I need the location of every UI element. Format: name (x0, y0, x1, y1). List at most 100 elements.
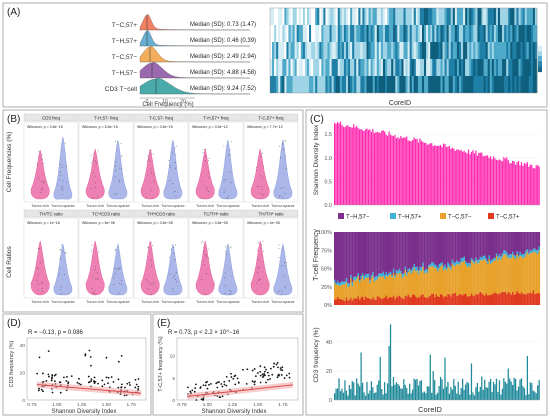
violin-panel-title: T-H,57- freq (94, 116, 119, 121)
heatmap-cell (292, 76, 295, 93)
heatmap-cell (354, 25, 357, 42)
heatmap-cell (450, 59, 454, 76)
violin-point (60, 286, 62, 288)
stacked-bar-segment (348, 232, 351, 284)
stacked-bar-segment (535, 293, 538, 305)
shannon-bar (429, 143, 431, 205)
stacked-bar-segment (404, 270, 407, 296)
heatmap-cell (272, 25, 275, 42)
heatmap-cell (276, 59, 279, 76)
heatmap-cell (520, 59, 523, 76)
violin-point (175, 195, 177, 197)
stacked-bar-segment (537, 249, 539, 255)
heatmap-cell (341, 42, 345, 59)
heatmap-cell (304, 42, 308, 59)
violin-point (147, 155, 149, 157)
heatmap-cell (372, 8, 376, 25)
heatmap-cell (296, 76, 300, 93)
violin-point (223, 145, 225, 147)
violin-point (229, 149, 231, 151)
stacked-y-tick: 0% (324, 303, 332, 309)
heatmap-cell (300, 59, 304, 76)
heatmap-cell (311, 42, 314, 59)
heatmap-cell (512, 8, 515, 25)
violin-point (226, 198, 228, 199)
stacked-bar-segment (375, 299, 377, 305)
stacked-bar-segment (457, 261, 460, 265)
scatter-point (47, 373, 50, 376)
heatmap-cell (282, 76, 285, 93)
cd3-bar (470, 363, 473, 400)
violin-pval: Wilcoxon, p = 3.6e−05 (137, 221, 173, 225)
heatmap-cell (298, 59, 302, 76)
panel-c-frame (305, 109, 548, 416)
stacked-bar-segment (484, 295, 486, 305)
shannon-bar (420, 140, 423, 205)
violin-point (201, 181, 203, 183)
heatmap-cell (315, 59, 318, 76)
cd3-bar (359, 386, 361, 400)
stacked-bar-segment (491, 259, 494, 263)
stacked-bar-segment (385, 275, 388, 296)
stacked-bar-segment (514, 255, 517, 260)
heatmap-cell (331, 8, 334, 25)
heatmap-cell (473, 25, 476, 42)
shannon-bar (385, 134, 387, 205)
cd3-bar (526, 355, 529, 400)
violin-pval: Wilcoxon, p = 3.6e−15 (27, 125, 63, 129)
stacked-bar-segment (513, 294, 516, 305)
heatmap-legend-stop (538, 45, 542, 47)
stacked-bar-segment (409, 232, 411, 269)
violin-point (115, 141, 117, 143)
violin-point (281, 293, 283, 295)
heatmap-cell (399, 76, 402, 93)
stacked-bar-segment (348, 299, 351, 305)
heatmap-cell (302, 42, 306, 59)
violin-point (41, 282, 43, 284)
heatmap-cell (380, 42, 384, 59)
violin-strip (23, 209, 79, 218)
cd3-bar (500, 394, 502, 400)
stacked-bar-segment (400, 232, 402, 272)
heatmap-cell (426, 42, 429, 59)
violin-point (61, 244, 63, 246)
heatmap-cell (421, 42, 425, 59)
shannon-bar (523, 163, 526, 205)
stacked-bar-segment (338, 232, 340, 284)
heatmap-cell (500, 76, 503, 93)
violin-shape (30, 240, 50, 296)
heatmap-cell (329, 25, 332, 42)
cd3-y-tick: 20 (326, 369, 332, 375)
stacked-bar-segment (472, 262, 474, 296)
violin-point (148, 158, 150, 160)
heatmap-cell (452, 42, 456, 59)
heatmap-cell (329, 76, 332, 93)
stacked-bar-segment (395, 297, 398, 305)
ridge-row-label: T−H,57+ (112, 38, 137, 45)
heatmap-cell (438, 59, 441, 76)
heatmap-cell (321, 25, 324, 42)
heatmap-cell (325, 59, 328, 76)
cd3-bar (414, 379, 417, 400)
stacked-bar-segment (392, 295, 395, 305)
heatmap-cell (489, 25, 493, 42)
violin-ylabel-bottom: Cell Ratios (6, 246, 13, 278)
heatmap-cell (309, 8, 312, 25)
violin-pval: Wilcoxon, p = 4e−05 (247, 221, 280, 225)
stacked-bar-segment (364, 296, 367, 305)
stacked-bar-segment (498, 254, 501, 258)
violin-group-label: Tumor-rich (251, 300, 269, 304)
heatmap-cell (288, 76, 291, 93)
heatmap-cell (358, 76, 361, 93)
violin-point (174, 162, 176, 164)
stacked-bar-segment (488, 259, 491, 296)
heatmap-legend-stop (538, 40, 542, 41)
stacked-bar-segment (434, 264, 436, 268)
stacked-bar-segment (438, 268, 441, 297)
heatmap-cell (290, 25, 293, 42)
heatmap-cell (438, 25, 441, 42)
violin-point (260, 175, 262, 177)
violin-point (261, 153, 263, 155)
heatmap-cell (276, 8, 279, 25)
heatmap-cell (294, 76, 297, 93)
